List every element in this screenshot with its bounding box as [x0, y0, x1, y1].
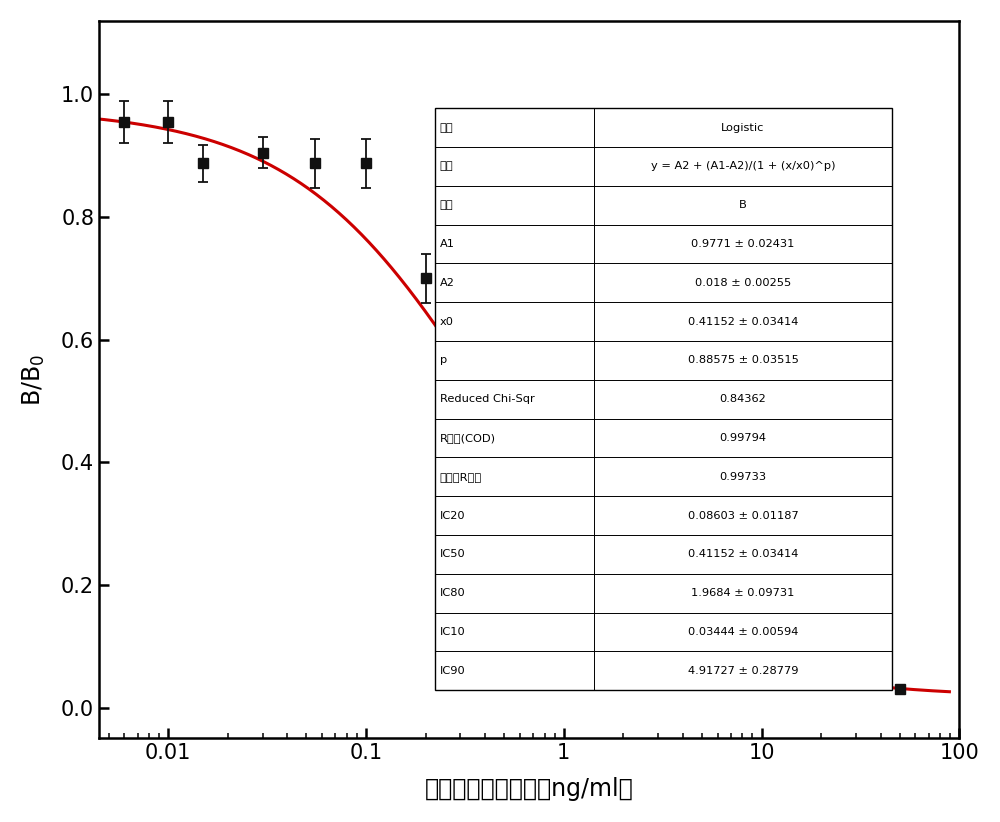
- Text: 0.84362: 0.84362: [720, 394, 766, 404]
- Text: 方程: 方程: [440, 161, 453, 171]
- Text: p: p: [440, 355, 447, 365]
- Text: 0.88575 ± 0.03515: 0.88575 ± 0.03515: [688, 355, 798, 365]
- Text: 4.91727 ± 0.28779: 4.91727 ± 0.28779: [688, 666, 798, 676]
- Text: R平方(COD): R平方(COD): [440, 433, 496, 443]
- Text: 0.41152 ± 0.03414: 0.41152 ± 0.03414: [688, 549, 798, 559]
- Text: IC80: IC80: [440, 588, 465, 598]
- Text: 0.018 ± 0.00255: 0.018 ± 0.00255: [695, 278, 791, 288]
- Text: x0: x0: [440, 316, 454, 326]
- Text: A2: A2: [440, 278, 455, 288]
- Bar: [435, 109, 892, 690]
- Text: 0.99733: 0.99733: [720, 472, 767, 482]
- Text: 0.41152 ± 0.03414: 0.41152 ± 0.03414: [688, 316, 798, 326]
- Text: 模型: 模型: [440, 122, 453, 132]
- Text: y = A2 + (A1-A2)/(1 + (x/x0)^p): y = A2 + (A1-A2)/(1 + (x/x0)^p): [651, 161, 835, 171]
- Text: 1.9684 ± 0.09731: 1.9684 ± 0.09731: [691, 588, 795, 598]
- X-axis label: 金刚烷胺药物浓度（ng/ml）: 金刚烷胺药物浓度（ng/ml）: [425, 777, 634, 801]
- Text: IC50: IC50: [440, 549, 465, 559]
- Text: IC20: IC20: [440, 510, 465, 520]
- Text: B: B: [739, 200, 747, 210]
- Text: 调整后R平方: 调整后R平方: [440, 472, 482, 482]
- Text: 0.08603 ± 0.01187: 0.08603 ± 0.01187: [688, 510, 798, 520]
- Text: 绘图: 绘图: [440, 200, 453, 210]
- Text: Logistic: Logistic: [721, 122, 765, 132]
- Text: 0.9771 ± 0.02431: 0.9771 ± 0.02431: [691, 239, 795, 249]
- Text: Reduced Chi-Sqr: Reduced Chi-Sqr: [440, 394, 534, 404]
- Y-axis label: B/B$_0$: B/B$_0$: [21, 353, 47, 405]
- Text: IC10: IC10: [440, 627, 465, 637]
- Text: 0.99794: 0.99794: [720, 433, 767, 443]
- Text: A1: A1: [440, 239, 455, 249]
- Text: 0.03444 ± 0.00594: 0.03444 ± 0.00594: [688, 627, 798, 637]
- Text: IC90: IC90: [440, 666, 465, 676]
